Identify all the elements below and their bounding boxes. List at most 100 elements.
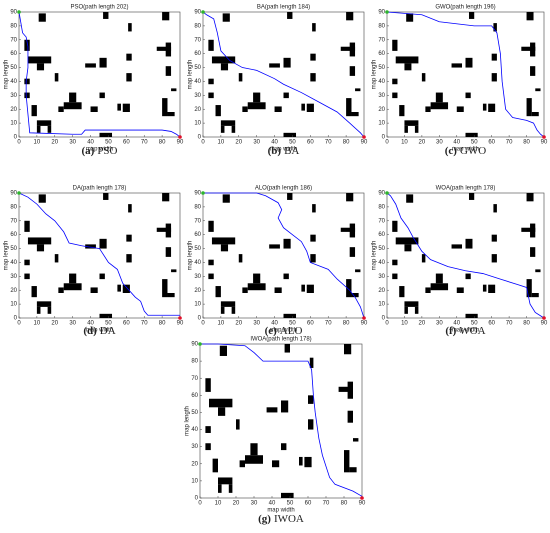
obstacle	[404, 244, 412, 252]
caption-tag: (g)	[258, 513, 271, 525]
path-line	[202, 11, 365, 138]
obstacle	[165, 66, 172, 76]
caption: (d) DA	[83, 325, 115, 337]
obstacle	[117, 284, 121, 292]
x-tick-label: 70	[506, 140, 513, 146]
x-tick-label: 0	[201, 321, 205, 327]
obstacle	[231, 125, 236, 133]
x-tick-label: 10	[34, 321, 41, 327]
y-axis-label: map length	[372, 241, 378, 271]
x-tick-label: 10	[218, 140, 225, 146]
y-tick-label: 40	[191, 427, 198, 433]
obstacle	[222, 13, 230, 22]
x-tick-label: 30	[253, 140, 260, 146]
path-line	[18, 192, 180, 316]
obstacle	[236, 419, 240, 430]
x-tick-label: 50	[287, 501, 294, 507]
obstacle	[218, 477, 233, 485]
obstacle	[205, 443, 211, 451]
y-tick-label: 40	[378, 79, 385, 85]
x-tick-label: 70	[325, 140, 332, 146]
obstacle	[421, 254, 426, 263]
y-axis-label: map length	[4, 241, 10, 271]
obstacle	[24, 78, 30, 85]
x-tick-label: 0	[198, 501, 202, 507]
x-tick-label: 0	[385, 140, 389, 146]
obstacle	[215, 105, 221, 117]
obstacle	[208, 78, 214, 85]
y-tick-label: 80	[194, 204, 201, 210]
obstacle	[250, 443, 258, 456]
y-tick-label: 20	[10, 107, 17, 113]
x-tick-label: 50	[289, 140, 296, 146]
x-tick-label: 0	[17, 321, 21, 327]
y-tick-label: 10	[10, 121, 17, 127]
y-tick-label: 40	[194, 79, 201, 85]
obstacle	[69, 92, 77, 103]
y-tick-label: 0	[14, 135, 18, 141]
obstacle	[220, 244, 229, 252]
obstacle	[99, 92, 105, 99]
obstacle	[171, 269, 177, 273]
y-tick-label: 50	[10, 65, 17, 71]
y-tick-label: 20	[194, 107, 201, 113]
y-tick-label: 60	[378, 51, 385, 57]
y-tick-label: 30	[191, 444, 198, 450]
x-tick-label: 80	[523, 140, 530, 146]
x-axis-label: map width	[270, 328, 297, 334]
obstacle	[274, 106, 282, 112]
x-tick-label: 30	[251, 501, 258, 507]
x-tick-label: 40	[271, 321, 278, 327]
obstacle	[284, 344, 290, 353]
obstacle	[346, 279, 352, 298]
obstacle	[253, 273, 261, 284]
obstacle	[404, 125, 408, 133]
obstacle	[392, 92, 398, 99]
x-tick-label: 90	[361, 140, 368, 146]
obstacle	[304, 456, 312, 468]
obstacle	[281, 443, 287, 451]
obstacle	[238, 254, 243, 263]
obstacle	[208, 220, 214, 232]
y-tick-label: 30	[378, 93, 385, 99]
y-tick-label: 50	[191, 410, 198, 416]
y-tick-label: 50	[378, 246, 385, 252]
obstacle	[493, 23, 497, 32]
obstacle	[69, 273, 77, 284]
x-tick-label: 80	[343, 321, 350, 327]
x-tick-label: 60	[488, 321, 495, 327]
obstacle	[465, 313, 478, 318]
obstacle	[103, 12, 109, 19]
x-tick-label: 90	[177, 321, 184, 327]
obstacle	[36, 306, 41, 314]
y-tick-label: 0	[14, 316, 18, 322]
x-axis-label: map width	[267, 508, 294, 514]
obstacle	[220, 306, 225, 314]
obstacle	[346, 193, 354, 202]
y-tick-label: 0	[195, 496, 199, 502]
x-tick-label: 90	[177, 140, 184, 146]
caption: (f) WOA	[445, 325, 485, 337]
obstacle	[349, 247, 356, 257]
x-tick-label: 0	[201, 140, 205, 146]
obstacle	[36, 244, 45, 252]
obstacle	[281, 400, 289, 413]
x-tick-label: 10	[34, 140, 41, 146]
caption-text: WOA	[459, 325, 485, 337]
caption-tag: (c)	[445, 145, 458, 157]
obstacle	[165, 42, 172, 57]
obstacle	[126, 234, 132, 242]
obstacle	[421, 73, 426, 82]
obstacle	[530, 66, 536, 76]
chart-title: PSO(path length 202)	[70, 5, 128, 11]
y-tick-label: 10	[378, 302, 385, 308]
obstacle	[122, 284, 130, 293]
obstacle	[344, 344, 352, 355]
caption: (c) GWO	[445, 145, 487, 157]
obstacle	[54, 73, 59, 82]
y-tick-label: 60	[10, 232, 17, 238]
y-axis-label: map length	[4, 60, 10, 90]
y-tick-label: 10	[10, 302, 17, 308]
obstacle	[340, 227, 356, 232]
subplot: 0 10 20 30 40 50 60 70 80 90 0 10 20 30 40 50 60 70 80 90 IW…	[185, 337, 366, 525]
